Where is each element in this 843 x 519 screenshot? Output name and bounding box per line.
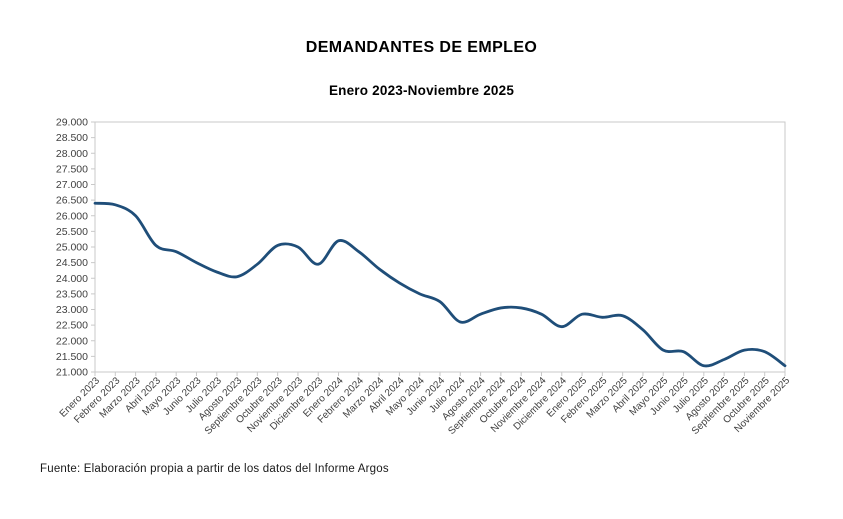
y-axis-tick-label: 27.000 (56, 179, 88, 191)
chart-subtitle: Enero 2023-Noviembre 2025 (328, 83, 515, 98)
y-axis-tick-label: 26.000 (56, 210, 88, 222)
y-axis-tick-label: 23.500 (56, 288, 88, 300)
plot-area-border (94, 121, 786, 373)
y-axis-tick-label: 28.000 (56, 148, 88, 160)
source-note: Fuente: Elaboración propia a partir de l… (40, 463, 389, 475)
y-axis-tick-label: 28.500 (56, 132, 88, 144)
y-axis-tick-label: 25.500 (56, 226, 88, 238)
y-axis-tick-label: 27.500 (56, 163, 88, 175)
data-line-demandantes (93, 201, 787, 368)
y-axis-tick-label: 24.000 (56, 273, 88, 285)
y-axis-tick-label: 24.500 (56, 257, 88, 269)
chart-title: DEMANDANTES DE EMPLEO (305, 39, 538, 56)
y-axis-tick-label: 22.000 (56, 335, 88, 347)
y-axis-tick-label: 21.500 (56, 351, 88, 363)
y-axis-tick-label: 25.000 (56, 242, 88, 254)
y-axis-tick-label: 29.000 (56, 117, 88, 129)
y-axis-tick-label: 21.000 (56, 367, 88, 379)
y-axis-tick-label: 22.500 (56, 320, 88, 332)
y-axis-tick-label: 26.500 (56, 195, 88, 207)
y-axis-tick-label: 23.000 (56, 304, 88, 316)
